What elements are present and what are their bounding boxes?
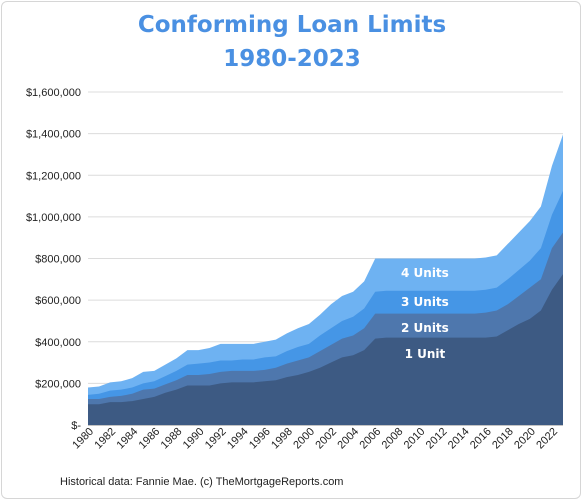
y-axis: $- $200,000 $400,000 $600,000 $800,000 $1,000… <box>26 87 81 432</box>
x-tick-label: 1984 <box>115 426 141 452</box>
y-tick-label: $1,000,000 <box>26 212 81 224</box>
x-tick-label: 2010 <box>402 426 428 452</box>
x-tick-label: 1990 <box>181 426 207 452</box>
x-tick-label: 2020 <box>512 426 538 452</box>
x-tick-label: 1982 <box>92 426 118 452</box>
y-tick-label: $1,400,000 <box>26 129 81 141</box>
x-tick-label: 2004 <box>335 426 361 452</box>
x-axis: 1980198219841986198819901992199419961998… <box>70 426 560 452</box>
x-tick-label: 1994 <box>225 426 251 452</box>
x-tick-label: 1998 <box>269 426 295 452</box>
y-tick-label: $200,000 <box>35 378 81 390</box>
x-tick-label: 2008 <box>380 426 406 452</box>
area-1-unit <box>88 274 563 425</box>
y-tick-label: $- <box>71 420 81 432</box>
chart-subtitle: 1980-2023 <box>223 46 361 72</box>
x-tick-label: 2022 <box>534 426 560 452</box>
series-label-3-units: 3 Units <box>401 295 449 309</box>
x-tick-label: 2006 <box>358 426 384 452</box>
chart-title: Conforming Loan Limits <box>137 12 447 38</box>
x-tick-label: 2016 <box>468 426 494 452</box>
x-tick-label: 2002 <box>313 426 339 452</box>
source-note: Historical data: Fannie Mae. (c) TheMort… <box>60 476 344 488</box>
series-label-1-unit: 1 Unit <box>405 347 446 361</box>
series-areas <box>88 134 563 425</box>
y-tick-label: $800,000 <box>35 254 81 266</box>
x-tick-label: 2012 <box>424 426 450 452</box>
x-tick-label: 2014 <box>446 426 472 452</box>
x-tick-label: 1986 <box>137 426 163 452</box>
x-tick-label: 1996 <box>247 426 273 452</box>
y-tick-label: $400,000 <box>35 337 81 349</box>
y-tick-label: $600,000 <box>35 295 81 307</box>
y-tick-label: $1,600,000 <box>26 87 81 99</box>
series-labels: 4 Units 3 Units 2 Units 1 Unit <box>401 266 449 361</box>
series-label-2-units: 2 Units <box>401 321 449 335</box>
series-label-4-units: 4 Units <box>401 266 449 280</box>
x-tick-label: 1992 <box>203 426 229 452</box>
y-tick-label: $1,200,000 <box>26 170 81 182</box>
x-tick-label: 2000 <box>291 426 317 452</box>
x-tick-label: 2018 <box>490 426 516 452</box>
x-tick-label: 1988 <box>159 426 185 452</box>
